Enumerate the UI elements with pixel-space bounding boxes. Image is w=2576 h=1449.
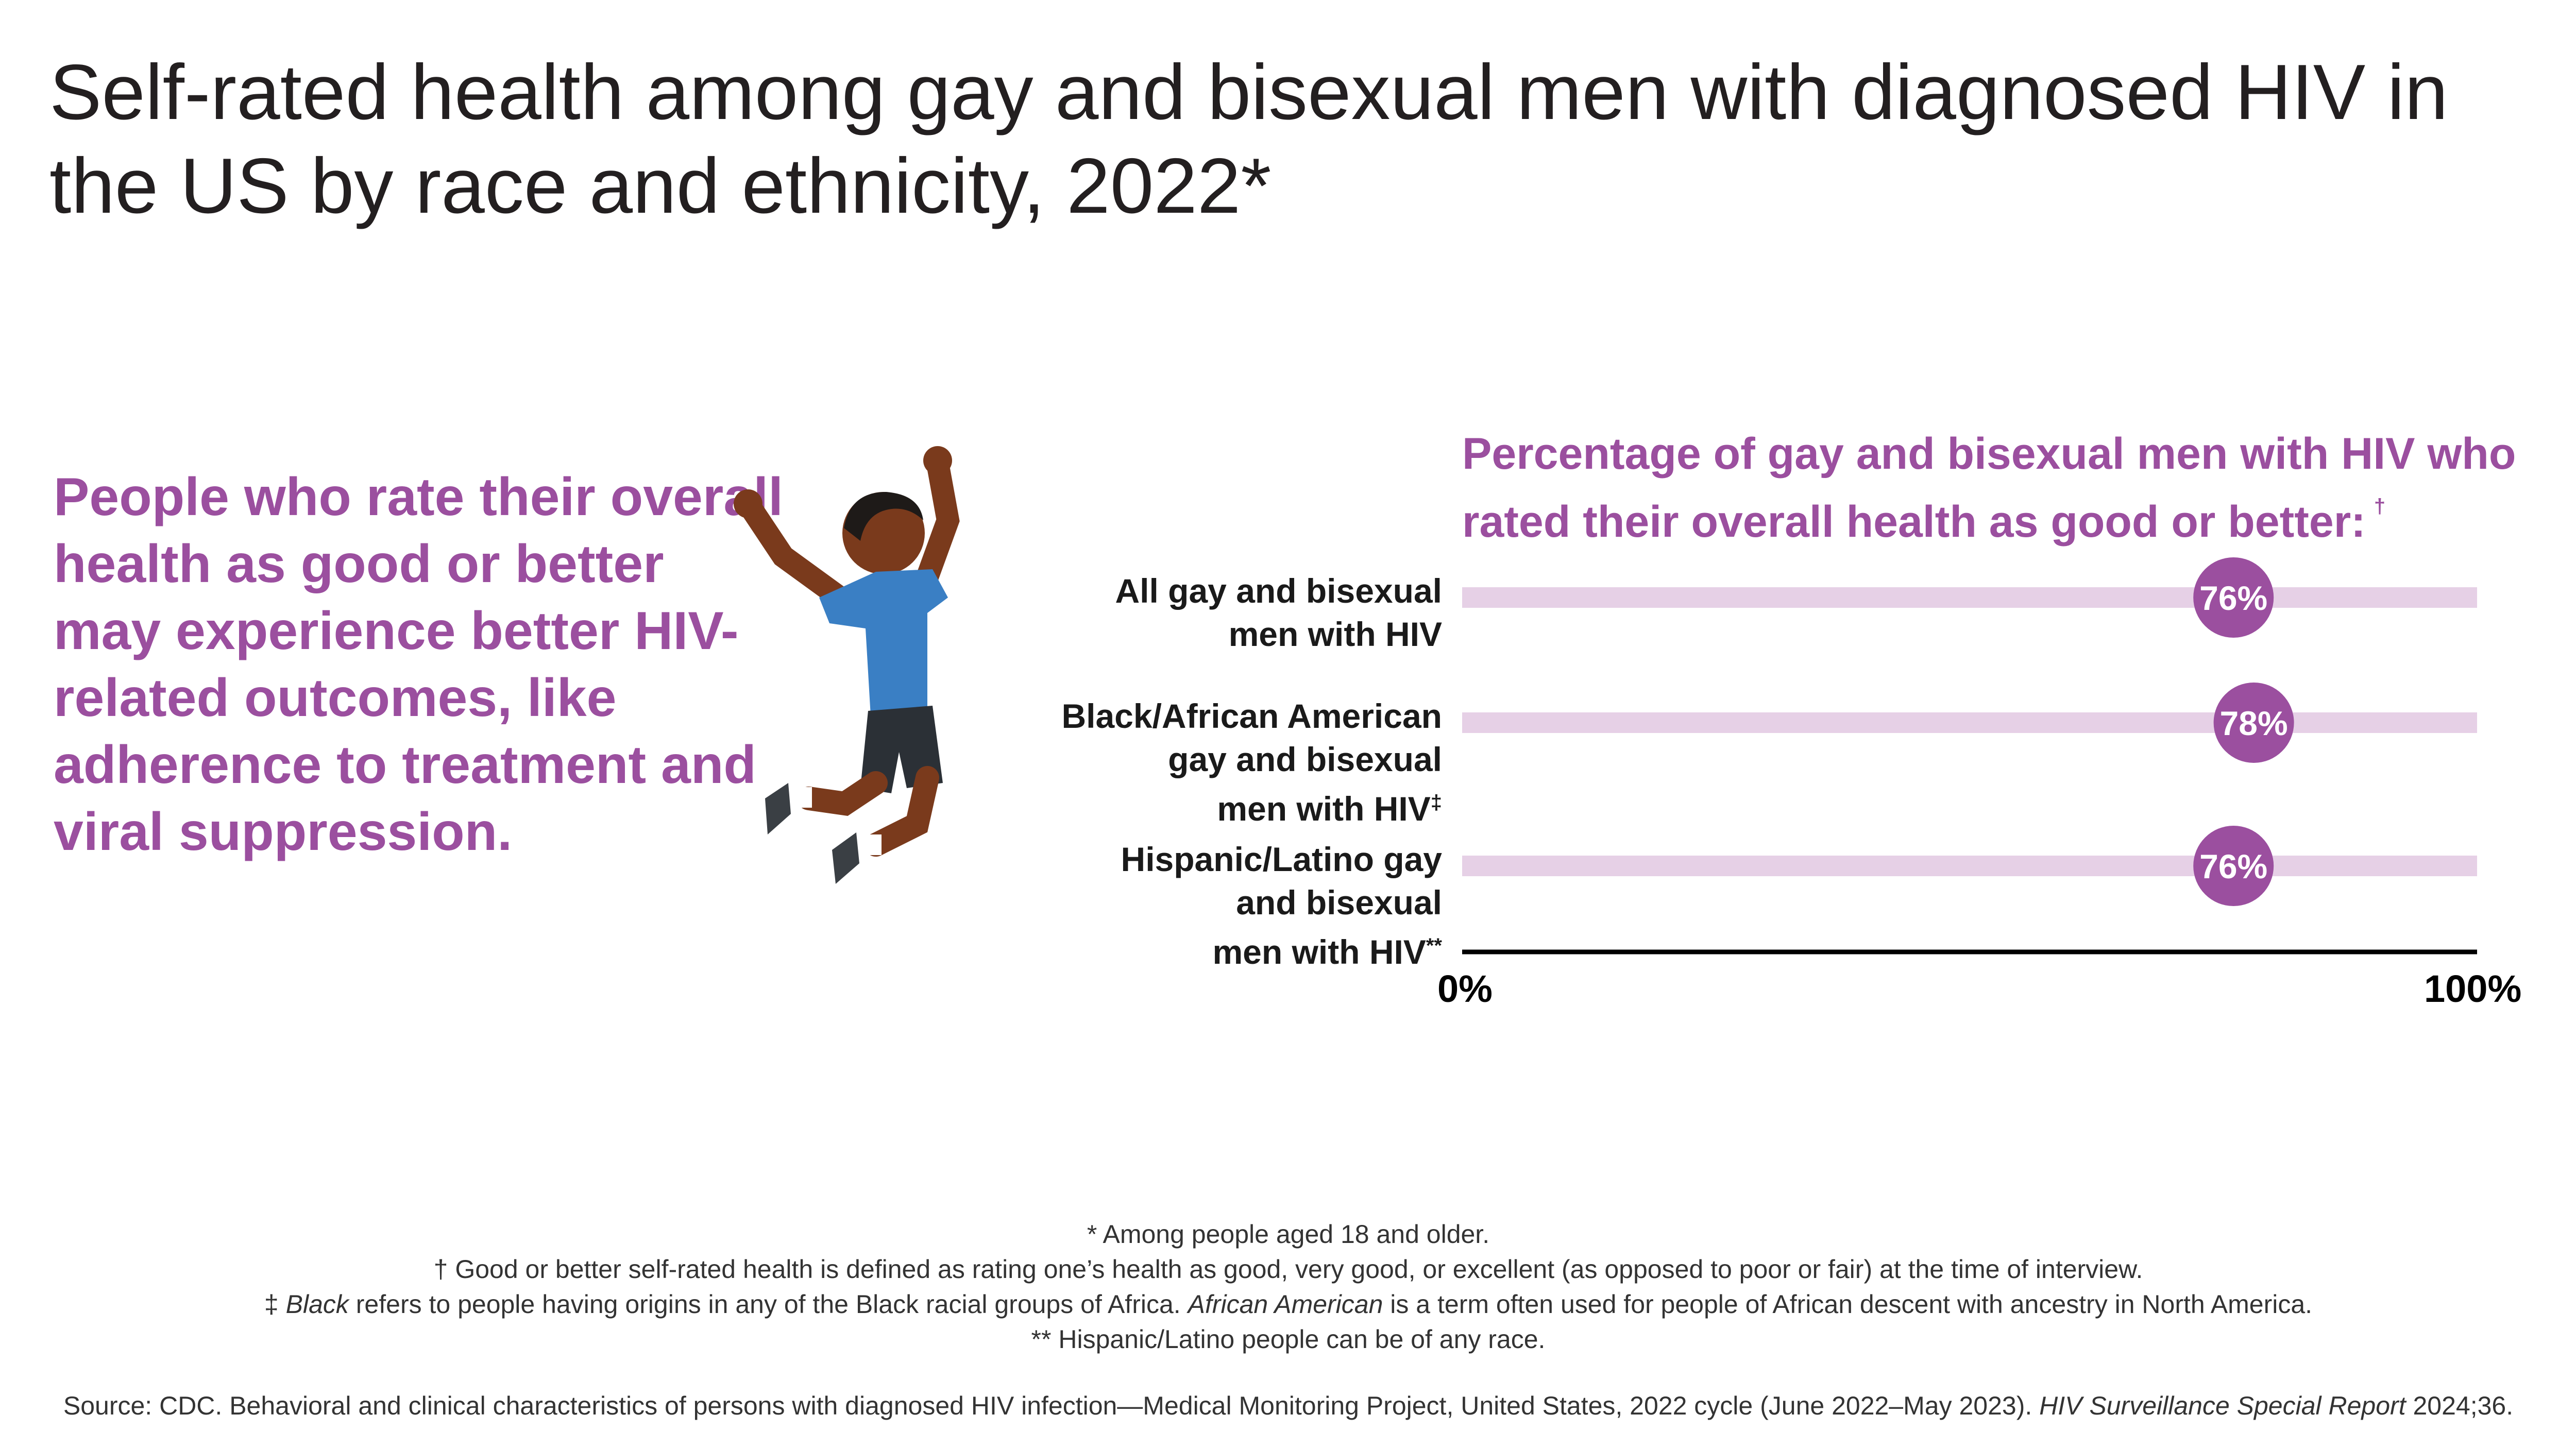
category-label-line: All gay and bisexual <box>1115 572 1442 610</box>
category-label-line: men with HIV** <box>1212 933 1442 971</box>
category-label-0: All gay and bisexual men with HIV <box>978 569 1442 656</box>
right-shoe <box>832 832 859 884</box>
value-dot-2 <box>2193 826 2274 906</box>
category-label-2: Hispanic/Latino gay and bisexual men with … <box>978 838 1442 974</box>
x-tick-100: 100% <box>2424 967 2522 1010</box>
left-fist <box>734 489 762 518</box>
footnotes: * Among people aged 18 and older. † Good… <box>0 1217 2576 1357</box>
bar-track-0 <box>1462 587 2477 608</box>
hair <box>844 492 923 541</box>
value-dot-0 <box>2193 557 2274 638</box>
left-shoe <box>765 783 791 834</box>
category-label-line: and bisexual <box>1236 883 1442 922</box>
value-dot-1 <box>2213 683 2294 763</box>
footnote-marker: ‡ <box>1430 791 1442 814</box>
shirt <box>819 569 948 716</box>
footnote-2: † Good or better self-rated health is de… <box>433 1255 2143 1284</box>
left-arm <box>741 499 851 609</box>
footnote-marker: ** <box>1426 934 1442 957</box>
footnote-1: * Among people aged 18 and older. <box>1087 1220 1490 1249</box>
value-label-0: 76% <box>2199 579 2267 617</box>
bar-track-1 <box>1462 712 2477 733</box>
x-tick-0: 0% <box>1437 967 1493 1010</box>
category-label-line: men with HIV <box>1228 615 1442 653</box>
jumping-person-illustration <box>734 446 960 884</box>
value-label-1: 78% <box>2220 704 2288 742</box>
category-label-line: Hispanic/Latino gay <box>1121 840 1442 878</box>
category-label-1: Black/African American gay and bisexual me… <box>978 694 1442 830</box>
value-label-2: 76% <box>2199 847 2267 885</box>
footnote-4: ** Hispanic/Latino people can be of any … <box>1031 1325 1546 1354</box>
right-leg <box>864 766 939 857</box>
source-citation: Source: CDC. Behavioral and clinical cha… <box>63 1391 2514 1420</box>
footnote-3: ‡ Black refers to people having origins … <box>264 1290 2313 1319</box>
category-label-line: men with HIV‡ <box>1217 790 1442 828</box>
callout-text: People who rate their overall health as … <box>54 467 783 862</box>
chart-title-marker: † <box>2374 495 2386 518</box>
page-title: Self-rated health among gay and bisexual… <box>49 48 2448 230</box>
left-leg <box>797 771 888 816</box>
right-fist <box>923 446 952 475</box>
chart-title: Percentage of gay and bisexual men with … <box>1462 429 2516 547</box>
category-label-line: gay and bisexual <box>1168 740 1442 778</box>
category-label-line: Black/African American <box>1061 697 1442 735</box>
bar-track-2 <box>1462 856 2477 876</box>
right-arm <box>916 452 960 588</box>
